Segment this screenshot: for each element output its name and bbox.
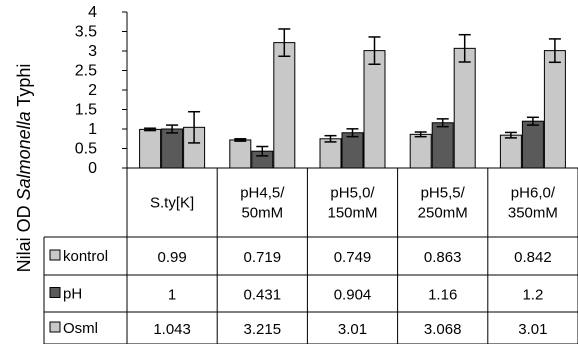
legend-key-kontrol: [49, 249, 61, 261]
legend-label: kontrol: [63, 248, 108, 265]
bars: [139, 28, 566, 169]
axes: 0 0.5 1 1.5 2 2.5 3 3.5 4: [75, 4, 578, 177]
category-label: pH4,5/: [240, 185, 285, 202]
table-cell-value: 1.2: [522, 287, 543, 304]
bar-pH: [521, 120, 544, 169]
bar-pH: [431, 122, 454, 169]
table-cell-value: 0.863: [424, 249, 462, 266]
category-label: pH6,0/: [511, 185, 556, 202]
bar-Osml: [273, 42, 296, 169]
legend-key-pH: [49, 287, 61, 298]
y-tick-label: 4: [88, 4, 97, 21]
table-cell-value: 3.215: [244, 321, 282, 338]
y-tick-label: 3.5: [75, 24, 97, 41]
bar-kontrol: [229, 139, 252, 169]
category-label: 50mM: [241, 205, 283, 222]
y-tick-label: 2.5: [75, 63, 97, 80]
table-cell-value: 0.842: [514, 249, 552, 266]
y-tick-label: 3: [88, 43, 97, 60]
y-tick-label: 0: [88, 160, 97, 177]
table-cell-value: 0.904: [334, 287, 372, 304]
bar-Osml: [363, 50, 386, 169]
y-axis-label: Nilai OD Salmonella Typhi: [14, 64, 34, 273]
y-tick-label: 0.5: [75, 141, 97, 158]
table-cell-value: 0.719: [244, 249, 282, 266]
y-tick-label: 1: [88, 121, 97, 138]
y-axis-label-italic: Salmonella: [14, 111, 34, 200]
category-label: 350mM: [508, 205, 558, 222]
category-label: 250mM: [418, 205, 468, 222]
table-cell-value: 0.431: [244, 287, 282, 304]
bar-kontrol: [139, 128, 162, 169]
bar-Osml: [453, 47, 476, 169]
category-label: pH5,5/: [421, 185, 466, 202]
table-cell-value: 3.068: [424, 321, 462, 338]
table-cell-value: 0.99: [157, 249, 186, 266]
category-label: S.ty[K]: [150, 195, 194, 212]
y-axis-label-part: Typhi: [14, 64, 34, 112]
table-cell-value: 3.01: [518, 321, 547, 338]
legend-label: Osml: [63, 320, 98, 337]
data-table: S.ty[K] pH4,5/50mM pH5,0/150mM pH5,5/250mM p…: [43, 168, 578, 344]
table-cell-value: 1.16: [428, 287, 457, 304]
bar-pH: [161, 128, 184, 169]
y-axis-label-part: Nilai OD: [14, 200, 34, 272]
table-cell-value: 0.749: [334, 249, 372, 266]
category-label: 150mM: [327, 205, 377, 222]
bar-pH: [341, 132, 364, 169]
legend-label: pH: [63, 286, 82, 303]
category-label: pH5,0/: [330, 185, 375, 202]
bar-kontrol: [409, 133, 432, 169]
table-cell-value: 1.043: [153, 321, 191, 338]
bar-Osml: [543, 50, 566, 169]
table-cell-value: 1: [168, 287, 176, 304]
y-tick-label: 1.5: [75, 102, 97, 119]
table-cell-value: 3.01: [338, 321, 367, 338]
bar-kontrol: [319, 138, 342, 169]
y-tick-label: 2: [88, 82, 97, 99]
bar-kontrol: [499, 134, 522, 169]
legend-key-Osml: [49, 321, 61, 333]
